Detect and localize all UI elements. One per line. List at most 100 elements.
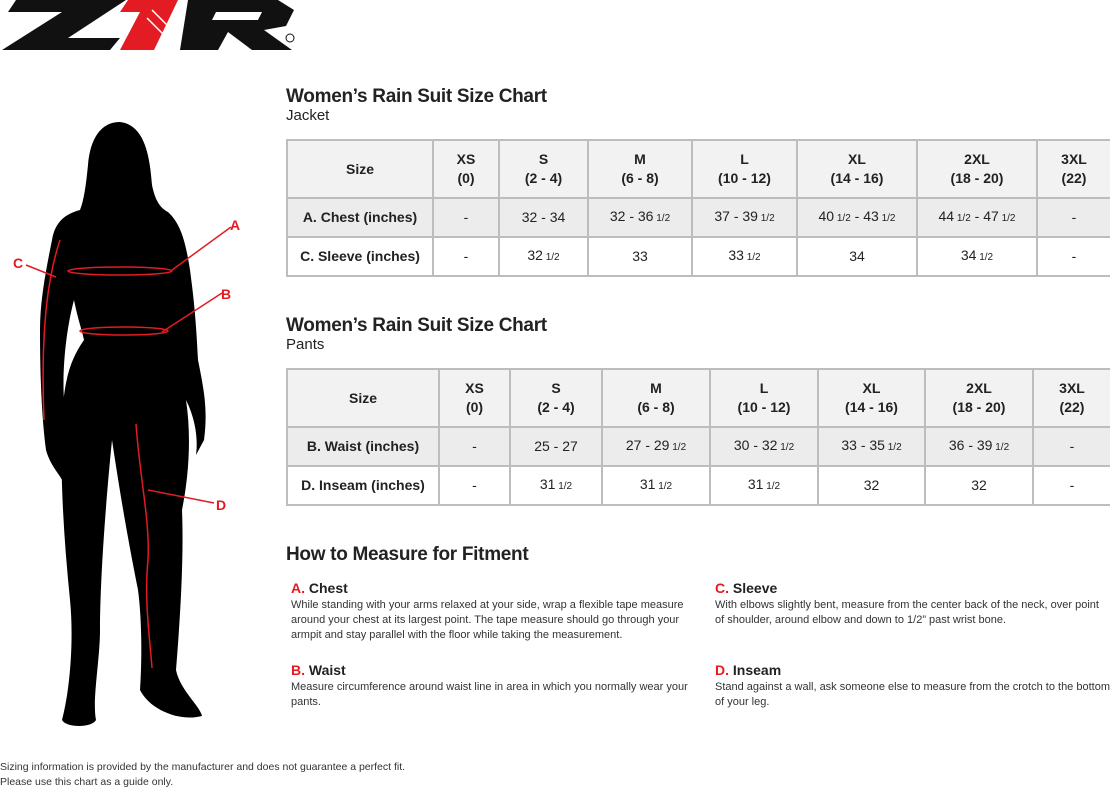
header-cell: XS (0): [438, 368, 511, 428]
value-cell: 44 1/2 - 47 1/2: [916, 197, 1038, 238]
header-text: L: [740, 151, 749, 167]
value-cell: 34 1/2: [916, 236, 1038, 277]
value-cell: 31 1/2: [509, 465, 603, 506]
heading: Sleeve: [732, 580, 778, 596]
description: Stand against a wall, ask someone else t…: [715, 681, 1110, 708]
value-cell: 31 1/2: [601, 465, 711, 506]
value-cell: -: [1032, 426, 1110, 467]
table-row: B. Waist (inches) -25 - 27 27 - 29 1/2 30 -…: [286, 426, 1110, 467]
value-cell: 40 1/2 - 43 1/2: [796, 197, 918, 238]
header-text: XL: [848, 151, 866, 167]
woman-silhouette-diagram: A B C D: [13, 122, 240, 726]
letter: A.: [291, 580, 305, 596]
header-cell: S (2 - 4): [509, 368, 603, 428]
header-cell: L (10 - 12): [691, 139, 798, 199]
value-cell: 32: [817, 465, 926, 506]
disclaimer: Sizing information is provided by the ma…: [0, 760, 405, 790]
letter: B.: [291, 662, 305, 678]
header-text: 3XL: [1061, 151, 1087, 167]
value-cell: 33 1/2: [691, 236, 798, 277]
value-cell: 32 1/2: [498, 236, 589, 277]
value-cell: 25 - 27: [509, 426, 603, 467]
description: With elbows slightly bent, measure from …: [715, 599, 1099, 626]
description: Measure circumference around waist line …: [291, 681, 688, 708]
header-text: M: [650, 380, 662, 396]
pants-chart-title: Women’s Rain Suit Size Chart: [286, 315, 547, 336]
value-cell: 36 - 39 1/2: [924, 426, 1034, 467]
value-cell: 31 1/2: [709, 465, 819, 506]
header-text: XS: [456, 151, 476, 167]
header-cell: M (6 - 8): [587, 139, 693, 199]
table-row: D. Inseam (inches) -31 1/2 31 1/2 31 1/2 32 3…: [286, 465, 1110, 506]
letter: C.: [715, 580, 729, 596]
table-row: A. Chest (inches) -32 - 34 32 - 36 1/2 37 -…: [286, 197, 1110, 238]
header-text: (18 - 20): [952, 399, 1006, 415]
description: While standing with your arms relaxed at…: [291, 599, 684, 641]
label-c: C: [13, 255, 23, 271]
value-cell: -: [1036, 197, 1110, 238]
value-cell: 33 - 35 1/2: [817, 426, 926, 467]
value-cell: -: [438, 426, 511, 467]
header-cell: 2XL (18 - 20): [916, 139, 1038, 199]
header-text: S: [551, 380, 561, 396]
row-label: D. Inseam (inches): [286, 465, 440, 506]
header-text: M: [634, 151, 646, 167]
header-text: (18 - 20): [950, 170, 1004, 186]
value-cell: -: [432, 236, 500, 277]
value-cell: -: [1032, 465, 1110, 506]
header-text: (2 - 4): [537, 399, 575, 415]
header-text: (2 - 4): [524, 170, 563, 186]
header-cell: L (10 - 12): [709, 368, 819, 428]
value-cell: 32: [924, 465, 1034, 506]
value-cell: -: [1036, 236, 1110, 277]
pants-chart-subtitle: Pants: [286, 336, 325, 353]
label-a: A: [230, 217, 240, 233]
row-label: C. Sleeve (inches): [286, 236, 434, 277]
jacket-size-table: Size XS (0) S (2 - 4) M (6 - 8) L (10 - 12) XL (14…: [286, 139, 1110, 277]
jacket-chart-subtitle: Jacket: [286, 107, 330, 124]
row-label: B. Waist (inches): [286, 426, 440, 467]
header-text: (14 - 16): [830, 170, 884, 186]
header-cell: XS (0): [432, 139, 500, 199]
header-cell: XL (14 - 16): [817, 368, 926, 428]
header-text: Size: [348, 389, 377, 406]
disclaimer-line-1: Sizing information is provided by the ma…: [0, 761, 406, 773]
header-text: (0): [465, 399, 484, 415]
header-text: (10 - 12): [718, 170, 771, 186]
value-cell: -: [432, 197, 500, 238]
pants-size-table: Size XS (0) S (2 - 4) M (6 - 8) L (10 - 12) XL (14…: [286, 368, 1110, 506]
header-cell: 3XL (22): [1036, 139, 1110, 199]
header-cell: Size: [286, 139, 434, 199]
header-text: S: [538, 151, 549, 167]
header-text: (0): [457, 170, 475, 186]
header-text: Size: [345, 160, 374, 177]
header-text: (6 - 8): [637, 399, 675, 415]
letter: D.: [715, 662, 729, 678]
value-cell: 27 - 29 1/2: [601, 426, 711, 467]
header-text: (6 - 8): [621, 170, 659, 186]
header-cell: 3XL (22): [1032, 368, 1110, 428]
z1r-logo: [2, 0, 295, 50]
value-cell: 32 - 34: [498, 197, 589, 238]
heading: Waist: [308, 662, 346, 678]
header-text: 2XL: [966, 380, 992, 396]
header-text: (14 - 16): [845, 399, 898, 415]
header-cell: S (2 - 4): [498, 139, 589, 199]
header-text: (10 - 12): [737, 399, 791, 415]
header-text: 2XL: [964, 151, 990, 167]
label-d: D: [216, 497, 226, 513]
measure-title: How to Measure for Fitment: [286, 544, 529, 565]
header-text: 3XL: [1059, 380, 1085, 396]
table-row: C. Sleeve (inches) -32 1/2 33 33 1/2 34 34 1/…: [286, 236, 1110, 277]
header-text: (22): [1061, 170, 1087, 186]
value-cell: 33: [587, 236, 693, 277]
value-cell: 30 - 32 1/2: [709, 426, 819, 467]
heading: Inseam: [732, 662, 782, 678]
header-cell: 2XL (18 - 20): [924, 368, 1034, 428]
label-b: B: [221, 286, 231, 302]
header-text: XL: [862, 380, 881, 396]
value-cell: 34: [796, 236, 918, 277]
header-row: Size XS (0) S (2 - 4) M (6 - 8) L (10 - 12) XL (14…: [286, 139, 1110, 199]
header-cell: XL (14 - 16): [796, 139, 918, 199]
header-text: L: [759, 380, 769, 396]
